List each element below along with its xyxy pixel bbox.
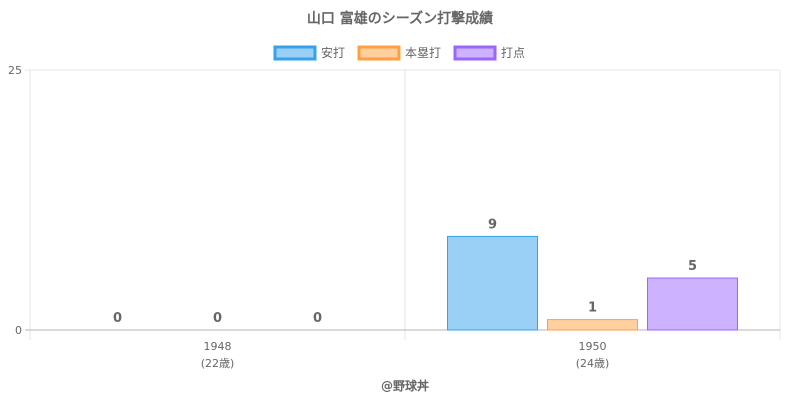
data-label: 0 xyxy=(313,311,322,326)
legend-swatch xyxy=(357,45,401,61)
data-label: 1 xyxy=(588,301,597,316)
legend: 安打 本塁打 打点 xyxy=(273,45,525,61)
y-tick-label: 25 xyxy=(8,64,22,77)
grid-lines xyxy=(25,69,781,340)
data-label: 0 xyxy=(113,311,122,326)
legend-label: 本塁打 xyxy=(405,46,441,60)
chart-title: 山口 富雄のシーズン打撃成績 xyxy=(307,10,493,27)
x-axis: 1948 (22歳) 1950 (24歳) xyxy=(25,329,780,370)
x-tick-age: (22歳) xyxy=(201,357,235,370)
y-tick-label: 0 xyxy=(15,324,22,337)
legend-swatch xyxy=(453,45,497,61)
data-label: 9 xyxy=(488,217,497,232)
x-tick-year: 1948 xyxy=(204,340,232,353)
credit-text: @野球丼 xyxy=(381,378,429,393)
legend-item-0[interactable]: 安打 xyxy=(273,45,345,61)
x-tick-year: 1950 xyxy=(579,340,607,353)
data-label: 5 xyxy=(688,259,697,274)
bar-打点-1950[interactable] xyxy=(647,277,738,331)
legend-label: 安打 xyxy=(321,45,345,60)
data-labels: 0 0 0 9 1 5 xyxy=(113,217,697,326)
bars xyxy=(447,235,738,331)
legend-swatch xyxy=(273,45,317,61)
bar-本塁打-1950[interactable] xyxy=(547,319,638,331)
y-axis: 0 25 xyxy=(8,64,22,337)
legend-item-2[interactable]: 打点 xyxy=(453,45,525,61)
bar-安打-1950[interactable] xyxy=(447,235,538,331)
legend-label: 打点 xyxy=(501,46,525,60)
x-tick-age: (24歳) xyxy=(576,357,610,370)
data-label: 0 xyxy=(213,311,222,326)
legend-item-1[interactable]: 本塁打 xyxy=(357,45,441,61)
